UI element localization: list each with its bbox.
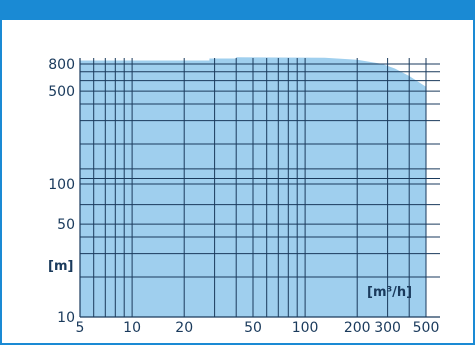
x-tick-label: 20 [175, 320, 193, 336]
x-tick-label: 300 [374, 320, 401, 336]
x-tick-label: 500 [413, 320, 440, 336]
x-tick-label: 5 [76, 320, 85, 336]
y-tick-label: 800 [48, 57, 75, 73]
x-axis-label: [m³/h] [367, 285, 412, 300]
x-tick-label: 100 [292, 320, 319, 336]
x-tick-label: 50 [244, 320, 262, 336]
y-tick-label: 10 [57, 310, 75, 326]
x-tick-label: 10 [123, 320, 141, 336]
y-axis-label: [m] [48, 259, 73, 274]
y-tick-label: 500 [48, 84, 75, 100]
y-tick-label: 50 [57, 217, 75, 233]
x-tick-label: 200 [344, 320, 371, 336]
y-tick-label: 100 [48, 177, 75, 193]
header-band [0, 0, 475, 20]
